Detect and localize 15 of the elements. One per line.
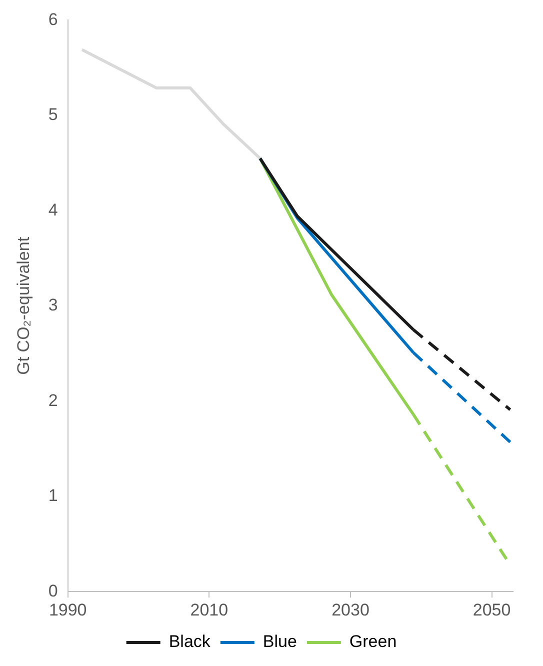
y-tick-label: 4 (48, 200, 58, 220)
x-tick-label: 2030 (332, 600, 370, 620)
x-tick-label: 2010 (190, 600, 228, 620)
y-tick-label: 1 (48, 486, 58, 506)
y-tick-label: 6 (48, 10, 58, 29)
y-axis-title: Gt CO₂-equivalent (14, 236, 33, 375)
y-tick-label: 2 (48, 390, 58, 410)
legend-label: Green (349, 632, 397, 652)
y-tick-label: 0 (48, 581, 58, 600)
legend-label: Black (168, 632, 211, 652)
x-tick-label: 2050 (472, 600, 511, 620)
y-tick-label: 3 (48, 296, 58, 315)
legend-label: Blue (262, 632, 297, 652)
y-tick-label: 5 (48, 105, 58, 124)
x-tick-label: 1990 (48, 600, 87, 620)
